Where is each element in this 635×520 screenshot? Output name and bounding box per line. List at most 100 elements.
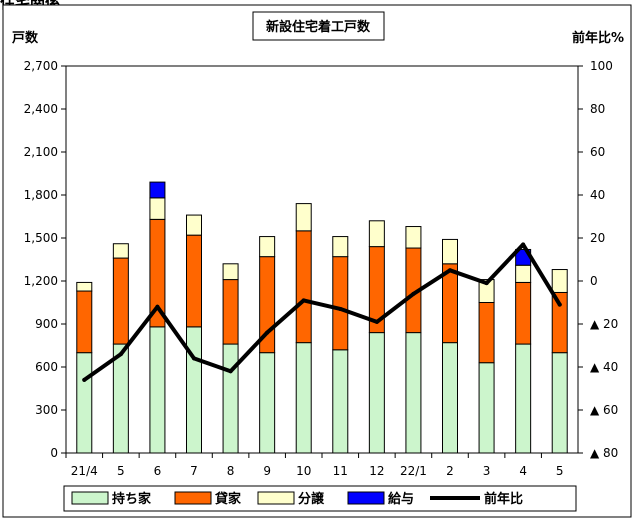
bar-segment xyxy=(405,226,422,249)
x-tick-label: 9 xyxy=(263,464,271,478)
x-tick-label: 22/1 xyxy=(400,464,427,478)
bar-segment xyxy=(149,181,166,199)
bar-segment xyxy=(332,349,349,454)
right-tick-label: 20 xyxy=(590,231,605,245)
legend-label: 持ち家 xyxy=(112,491,152,507)
x-tick-label: 8 xyxy=(227,464,235,478)
line-point xyxy=(301,298,306,303)
bar-segment xyxy=(222,279,239,345)
x-tick-label: 2 xyxy=(446,464,454,478)
chart-border xyxy=(2,4,632,518)
bar-segment xyxy=(368,220,385,248)
x-tick-label: 5 xyxy=(556,464,564,478)
bar-segment xyxy=(295,230,312,344)
legend-swatch xyxy=(174,491,212,505)
bar-segment xyxy=(551,269,568,293)
bar-segment xyxy=(478,362,495,454)
bar-segment xyxy=(442,238,458,265)
bar-segment xyxy=(551,352,568,454)
left-tick-label: 600 xyxy=(35,360,58,374)
left-tick-label: 1,200 xyxy=(24,274,58,288)
legend: 持ち家 貸家 分譲 給与 前年比 xyxy=(63,485,577,512)
bar-segment xyxy=(515,281,532,345)
line-point xyxy=(374,319,379,324)
chart-title: 新設住宅着工戸数 xyxy=(266,19,371,35)
right-tick-label: ▲ 80 xyxy=(590,446,618,460)
bar-segment xyxy=(295,203,312,232)
legend-swatch xyxy=(257,491,295,505)
x-tick-label: 4 xyxy=(519,464,527,478)
bar-segment xyxy=(295,342,312,454)
bar-segment xyxy=(186,214,202,236)
left-tick-label: 2,400 xyxy=(24,102,58,116)
bar-segment xyxy=(259,236,276,258)
x-tick-label: 7 xyxy=(190,464,198,478)
x-tick-label: 11 xyxy=(333,464,348,478)
right-tick-label: 0 xyxy=(590,274,598,288)
right-tick-label: ▲ 40 xyxy=(590,360,618,374)
x-tick-label: 10 xyxy=(296,464,311,478)
line-point xyxy=(557,302,562,307)
x-tick-label: 5 xyxy=(117,464,125,478)
legend-label: 分譲 xyxy=(298,491,325,507)
line-point xyxy=(484,281,489,286)
line-point xyxy=(118,352,123,357)
right-tick-label: 60 xyxy=(590,145,605,159)
bar-segment xyxy=(478,302,495,364)
line-point xyxy=(411,291,416,296)
bar-segment xyxy=(515,343,532,454)
right-tick-label: ▲ 60 xyxy=(590,403,618,417)
right-tick-label: 40 xyxy=(590,188,605,202)
bar-segment xyxy=(222,263,239,281)
x-tick-label: 12 xyxy=(369,464,384,478)
bar-segment xyxy=(186,326,202,454)
right-tick-label: 80 xyxy=(590,102,605,116)
bar-segment xyxy=(332,256,349,351)
bar-segment xyxy=(259,352,276,454)
right-tick-label: 100 xyxy=(590,59,613,73)
bar-segment xyxy=(515,264,532,283)
bar-segment xyxy=(405,332,422,454)
chart-title-box xyxy=(252,11,385,41)
legend-label: 給与 xyxy=(388,491,414,507)
line-point xyxy=(338,306,343,311)
bar-segment xyxy=(222,343,239,454)
bar-segment xyxy=(76,290,93,354)
bar-segment xyxy=(368,332,385,454)
plot-area: 03006009001,2001,5001,8002,1002,4002,700… xyxy=(24,59,619,478)
bar-segment xyxy=(76,352,93,454)
left-tick-label: 0 xyxy=(50,446,58,460)
line-point xyxy=(192,356,196,361)
line-point xyxy=(82,377,87,382)
legend-swatch xyxy=(347,491,385,505)
left-tick-label: 2,100 xyxy=(24,145,58,159)
bar-segment xyxy=(149,326,166,454)
bar-segment xyxy=(149,197,166,220)
line-point xyxy=(265,330,270,335)
legend-label: 貸家 xyxy=(215,491,242,507)
x-tick-label: 3 xyxy=(483,464,491,478)
left-tick-label: 2,700 xyxy=(24,59,58,73)
bar-segment xyxy=(112,343,129,454)
right-tick-label: ▲ 20 xyxy=(590,317,618,331)
bar-segment xyxy=(442,342,458,454)
bar-segment xyxy=(112,257,129,345)
left-axis-label: 戸数 xyxy=(12,30,39,46)
x-tick-label: 6 xyxy=(154,464,162,478)
left-tick-label: 900 xyxy=(35,317,58,331)
line-point xyxy=(448,268,452,273)
left-tick-label: 1,500 xyxy=(24,231,58,245)
bar-segment xyxy=(478,279,495,304)
bar-segment xyxy=(76,281,93,292)
legend-swatch xyxy=(71,491,109,505)
left-tick-label: 300 xyxy=(35,403,58,417)
bar-segment xyxy=(332,236,349,258)
line-point xyxy=(155,304,160,309)
x-tick-label: 21/4 xyxy=(71,464,98,478)
series-line-yoy xyxy=(82,242,562,382)
line-point xyxy=(521,242,526,247)
bar-segment xyxy=(186,234,202,328)
left-tick-label: 1,800 xyxy=(24,188,58,202)
line-point xyxy=(228,369,233,374)
